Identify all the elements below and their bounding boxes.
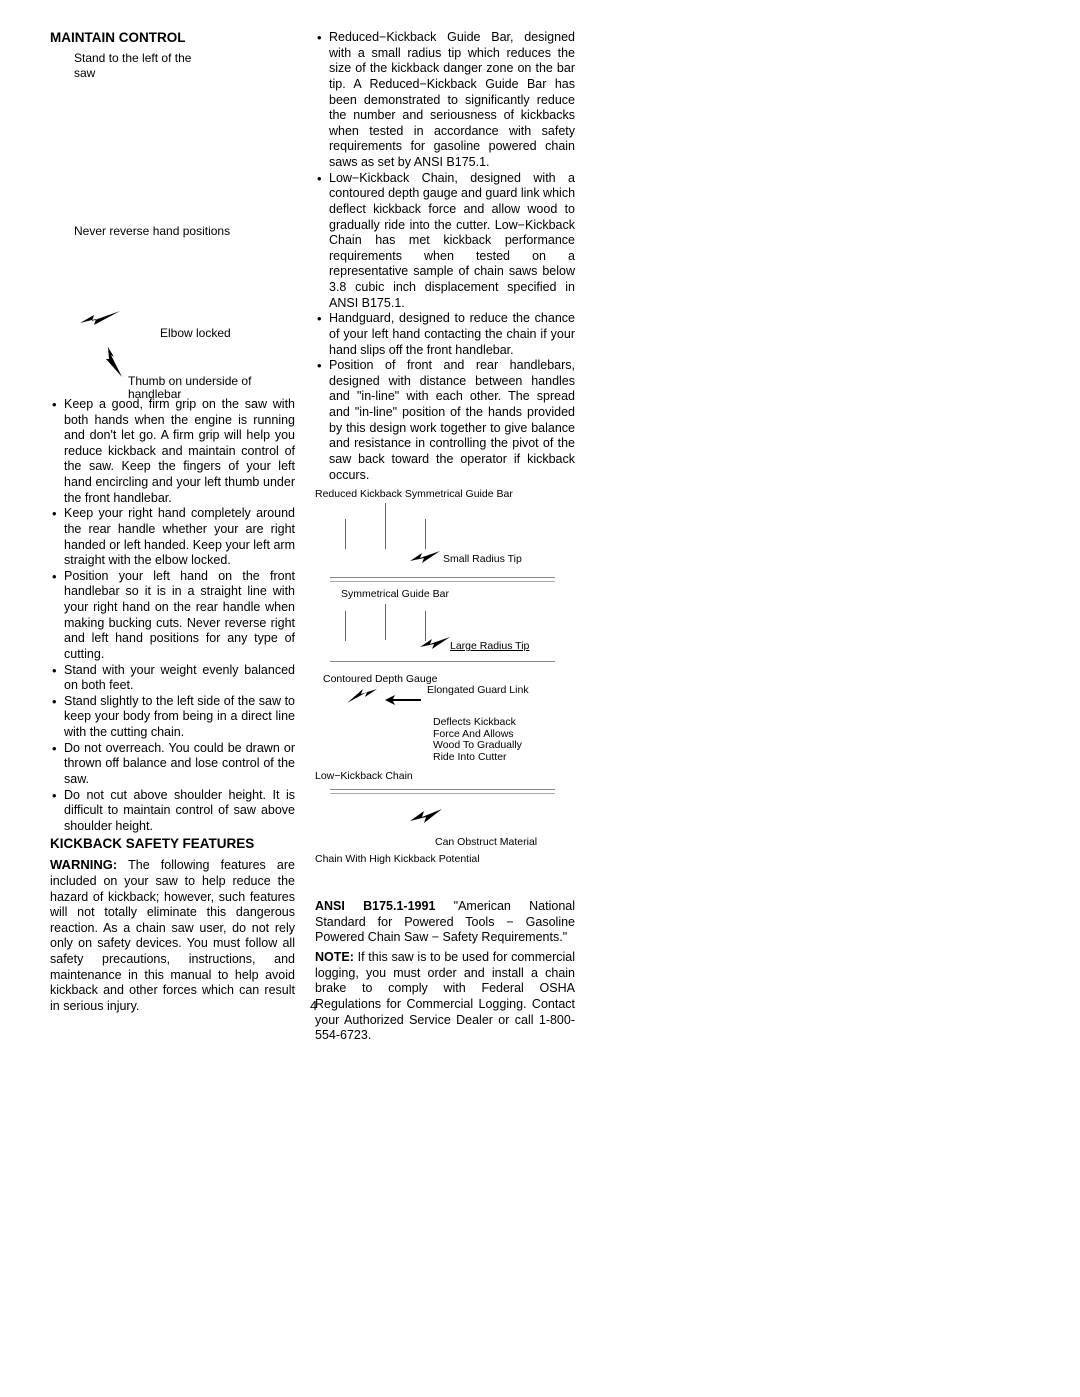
elongated-label: Elongated Guard Link bbox=[427, 685, 529, 697]
obstruct-label: Can Obstruct Material bbox=[435, 837, 537, 849]
left-column: MAINTAIN CONTROL Stand to the left of th… bbox=[50, 30, 295, 1044]
warning-text: The following features are included on y… bbox=[50, 858, 295, 1013]
bar-divider bbox=[330, 577, 555, 578]
figure-placeholder-1 bbox=[50, 89, 295, 224]
list-item: Reduced−Kickback Guide Bar, designed wit… bbox=[315, 30, 575, 171]
kickback-safety-heading: KICKBACK SAFETY FEATURES bbox=[50, 836, 295, 853]
small-radius-label: Small Radius Tip bbox=[443, 554, 522, 566]
tick-line bbox=[345, 519, 346, 549]
arrow-icon bbox=[410, 809, 442, 825]
tick-line bbox=[385, 503, 386, 549]
arrow-icon bbox=[80, 311, 120, 329]
tick-line bbox=[345, 611, 346, 641]
maintain-control-heading: MAINTAIN CONTROL bbox=[50, 30, 295, 47]
guide-bar-diagram: Reduced Kickback Symmetrical Guide Bar S… bbox=[315, 489, 565, 899]
list-item: Position your left hand on the front han… bbox=[50, 569, 295, 663]
diagram-title: Reduced Kickback Symmetrical Guide Bar bbox=[315, 489, 513, 501]
arrow-icon bbox=[410, 551, 440, 565]
list-item: Do not overreach. You could be drawn or … bbox=[50, 741, 295, 788]
ansi-label: ANSI B175.1-1991 bbox=[315, 899, 435, 913]
figure-placeholder-2 bbox=[50, 247, 295, 307]
left-bullet-list: Keep a good, firm grip on the saw with b… bbox=[50, 397, 295, 835]
list-item: Position of front and rear handlebars, d… bbox=[315, 358, 575, 483]
ansi-paragraph: ANSI B175.1-1991 "American National Stan… bbox=[315, 899, 575, 946]
large-radius-label: Large Radius Tip bbox=[450, 641, 529, 653]
arrow-icon bbox=[347, 687, 377, 703]
note-label: NOTE: bbox=[315, 950, 354, 964]
warning-label: WARNING: bbox=[50, 857, 117, 872]
list-item: Stand slightly to the left side of the s… bbox=[50, 694, 295, 741]
tick-line bbox=[385, 604, 386, 640]
contoured-label: Contoured Depth Gauge bbox=[323, 674, 437, 686]
list-item: Keep a good, firm grip on the saw with b… bbox=[50, 397, 295, 506]
elbow-thumb-diagram: Elbow locked Thumb on underside of handl… bbox=[50, 307, 295, 397]
warning-paragraph: WARNING: The following features are incl… bbox=[50, 857, 295, 1014]
arrow-icon bbox=[385, 695, 421, 705]
high-potential-label: Chain With High Kickback Potential bbox=[315, 854, 480, 866]
sym-guide-label: Symmetrical Guide Bar bbox=[341, 589, 449, 601]
list-item: Low−Kickback Chain, designed with a cont… bbox=[315, 171, 575, 312]
arrow-icon bbox=[420, 637, 450, 651]
note-text: If this saw is to be used for commercial… bbox=[315, 950, 575, 1042]
list-item: Stand with your weight evenly balanced o… bbox=[50, 663, 295, 694]
right-bullet-list: Reduced−Kickback Guide Bar, designed wit… bbox=[315, 30, 575, 483]
bar-divider bbox=[330, 581, 555, 582]
list-item: Handguard, designed to reduce the chance… bbox=[315, 311, 575, 358]
bar-divider bbox=[330, 789, 555, 790]
list-item: Keep your right hand completely around t… bbox=[50, 506, 295, 569]
deflects-label: Deflects Kickback Force And Allows Wood … bbox=[433, 717, 543, 763]
bar-divider bbox=[330, 661, 555, 662]
page-number: 4 bbox=[310, 998, 317, 1013]
arrow-icon bbox=[100, 347, 122, 377]
elbow-locked-label: Elbow locked bbox=[160, 327, 231, 340]
low-kickback-label: Low−Kickback Chain bbox=[315, 771, 413, 783]
tick-line bbox=[425, 519, 426, 549]
right-column: Reduced−Kickback Guide Bar, designed wit… bbox=[315, 30, 575, 1044]
stand-left-caption: Stand to the left of the saw bbox=[74, 51, 194, 81]
list-item: Do not cut above shoulder height. It is … bbox=[50, 788, 295, 835]
page-container: MAINTAIN CONTROL Stand to the left of th… bbox=[0, 0, 1080, 1074]
never-reverse-caption: Never reverse hand positions bbox=[74, 224, 295, 239]
note-paragraph: NOTE: If this saw is to be used for comm… bbox=[315, 950, 575, 1044]
bar-divider bbox=[330, 793, 555, 794]
